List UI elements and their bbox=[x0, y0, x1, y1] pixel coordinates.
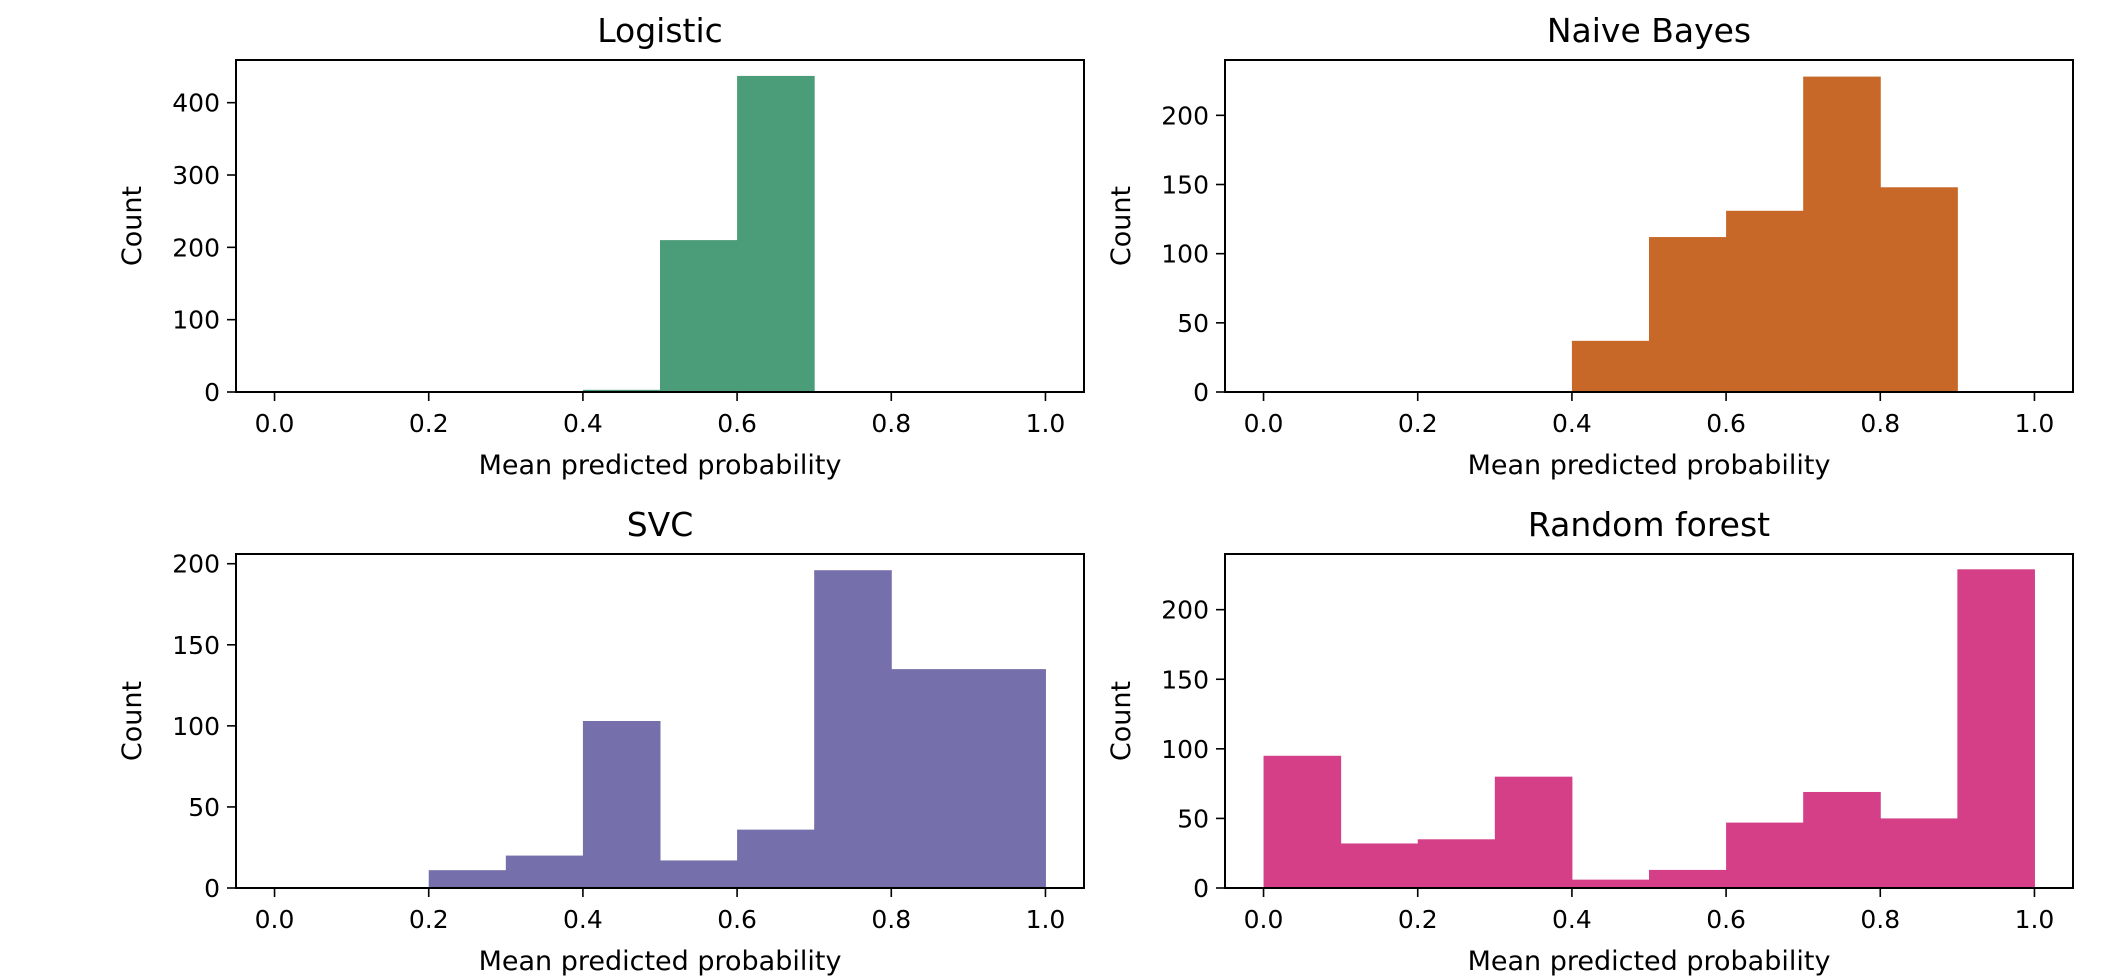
histogram-bar bbox=[1571, 879, 1650, 888]
y-tick-label: 400 bbox=[172, 89, 220, 118]
histogram-bar bbox=[1880, 187, 1958, 392]
y-axis-label: Count bbox=[117, 681, 148, 761]
subplot-1: 0.0 0.2 0.4 0.6 0.8 1.0 0 100 200 300 400 Logistic M… bbox=[117, 11, 1085, 481]
histogram-bar bbox=[1417, 839, 1496, 888]
y-axis-label: Count bbox=[1106, 681, 1137, 761]
y-tick-label: 50 bbox=[1177, 804, 1209, 833]
histogram-bar bbox=[505, 855, 584, 888]
y-axis-label: Count bbox=[1106, 186, 1137, 266]
y-tick-label: 200 bbox=[172, 550, 220, 579]
histogram-bar bbox=[582, 389, 661, 392]
x-tick-label: 0.4 bbox=[563, 409, 603, 438]
x-tick-label: 1.0 bbox=[2015, 905, 2055, 934]
histogram-bar bbox=[582, 721, 661, 888]
y-tick-label: 100 bbox=[1161, 735, 1209, 764]
x-axis-label: Mean predicted probability bbox=[479, 946, 842, 977]
chart-title: SVC bbox=[627, 505, 694, 544]
y-tick-label: 200 bbox=[172, 233, 220, 262]
y-tick-label: 0 bbox=[1193, 874, 1209, 903]
histogram-bar bbox=[1957, 569, 2035, 888]
x-tick-label: 1.0 bbox=[1026, 905, 1066, 934]
x-tick-label: 0.0 bbox=[255, 409, 295, 438]
x-tick-label: 0.8 bbox=[1860, 905, 1900, 934]
y-tick-label: 100 bbox=[1161, 240, 1209, 269]
histogram-bar bbox=[1726, 210, 1804, 392]
y-tick-label: 150 bbox=[172, 631, 220, 660]
chart-title: Logistic bbox=[597, 11, 723, 50]
histogram-bar bbox=[1803, 791, 1881, 888]
histogram-bar bbox=[1726, 822, 1804, 888]
histogram-bar bbox=[1263, 755, 1342, 888]
axes-frame bbox=[235, 553, 1085, 889]
histogram-bar bbox=[660, 240, 738, 392]
y-tick-label: 0 bbox=[204, 874, 220, 903]
x-tick-label: 0.6 bbox=[1706, 905, 1746, 934]
x-tick-label: 0.0 bbox=[1244, 409, 1284, 438]
x-tick-label: 0.2 bbox=[409, 409, 449, 438]
x-tick-label: 0.0 bbox=[255, 905, 295, 934]
histogram-bar bbox=[1880, 818, 1958, 888]
x-tick-label: 0.0 bbox=[1244, 905, 1284, 934]
subplot-4: 0.0 0.2 0.4 0.6 0.8 1.0 0 50 100 150 200 Random for… bbox=[1106, 505, 2074, 977]
y-axis-label: Count bbox=[117, 186, 148, 266]
x-tick-label: 0.6 bbox=[1706, 409, 1746, 438]
y-tick-label: 200 bbox=[1161, 101, 1209, 130]
histogram-bar bbox=[1494, 776, 1573, 888]
axes-frame bbox=[1224, 59, 2074, 393]
y-tick-label: 150 bbox=[1161, 171, 1209, 200]
histogram-bar bbox=[1571, 340, 1650, 392]
histogram-bar bbox=[1340, 843, 1419, 888]
x-axis-label: Mean predicted probability bbox=[1468, 450, 1831, 481]
y-tick-label: 150 bbox=[1161, 665, 1209, 694]
x-tick-label: 0.2 bbox=[409, 905, 449, 934]
x-tick-label: 0.8 bbox=[871, 905, 911, 934]
histogram-bar bbox=[428, 870, 507, 888]
x-tick-label: 1.0 bbox=[1026, 409, 1066, 438]
histogram-bar bbox=[891, 669, 969, 888]
histogram-bar bbox=[1803, 76, 1881, 392]
x-tick-label: 0.4 bbox=[1552, 409, 1592, 438]
x-tick-label: 0.8 bbox=[871, 409, 911, 438]
y-tick-label: 50 bbox=[188, 793, 220, 822]
histogram-bar bbox=[737, 75, 815, 393]
x-tick-label: 0.6 bbox=[717, 409, 757, 438]
y-tick-label: 50 bbox=[1177, 309, 1209, 338]
subplot-2: 0.0 0.2 0.4 0.6 0.8 1.0 0 50 100 150 200 Naive Baye… bbox=[1106, 11, 2074, 481]
x-tick-label: 0.2 bbox=[1398, 905, 1438, 934]
histogram-bar bbox=[1649, 237, 1727, 392]
y-tick-label: 100 bbox=[172, 306, 220, 335]
chart-title: Random forest bbox=[1528, 505, 1770, 544]
x-axis-label: Mean predicted probability bbox=[1468, 946, 1831, 977]
y-tick-label: 200 bbox=[1161, 596, 1209, 625]
axes-frame bbox=[1224, 553, 2074, 889]
x-tick-label: 0.8 bbox=[1860, 409, 1900, 438]
histogram-bar bbox=[660, 860, 738, 888]
histogram-bar bbox=[1649, 869, 1727, 888]
y-tick-label: 300 bbox=[172, 161, 220, 190]
histogram-bar bbox=[968, 669, 1046, 888]
x-axis-label: Mean predicted probability bbox=[479, 450, 842, 481]
y-tick-label: 100 bbox=[172, 712, 220, 741]
x-tick-label: 0.4 bbox=[1552, 905, 1592, 934]
histogram-bar bbox=[737, 829, 815, 888]
subplot-3: 0.0 0.2 0.4 0.6 0.8 1.0 0 50 100 150 200 SVC Mean pr… bbox=[117, 505, 1085, 977]
x-tick-label: 0.6 bbox=[717, 905, 757, 934]
histogram-bar bbox=[814, 570, 892, 888]
axes-frame bbox=[235, 59, 1085, 393]
chart-title: Naive Bayes bbox=[1547, 11, 1751, 50]
y-tick-label: 0 bbox=[204, 378, 220, 407]
x-tick-label: 1.0 bbox=[2015, 409, 2055, 438]
x-tick-label: 0.4 bbox=[563, 905, 603, 934]
x-tick-label: 0.2 bbox=[1398, 409, 1438, 438]
y-tick-label: 0 bbox=[1193, 378, 1209, 407]
